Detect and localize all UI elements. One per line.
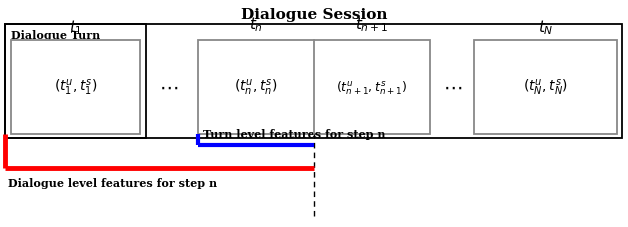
Text: Turn level features for step n: Turn level features for step n — [203, 129, 386, 140]
FancyBboxPatch shape — [11, 41, 140, 134]
Text: Dialogue Session: Dialogue Session — [241, 8, 387, 22]
Text: $\cdots$: $\cdots$ — [160, 79, 178, 96]
FancyBboxPatch shape — [198, 41, 430, 134]
Text: $(t_N^u, t_N^s)$: $(t_N^u, t_N^s)$ — [523, 77, 568, 97]
Text: $t_n$: $t_n$ — [249, 16, 263, 34]
Text: $(t_{n+1}^u, t_{n+1}^s)$: $(t_{n+1}^u, t_{n+1}^s)$ — [337, 79, 408, 96]
Text: $(t_1^u, t_1^s)$: $(t_1^u, t_1^s)$ — [54, 77, 97, 97]
Text: $t_{n+1}$: $t_{n+1}$ — [355, 16, 389, 34]
Text: Dialogue level features for step n: Dialogue level features for step n — [8, 177, 217, 188]
Text: $t_N$: $t_N$ — [538, 18, 553, 37]
Text: $(t_n^u, t_n^s)$: $(t_n^u, t_n^s)$ — [234, 77, 278, 97]
Text: $t_1$: $t_1$ — [69, 18, 82, 37]
Text: Dialogue Turn: Dialogue Turn — [11, 30, 100, 40]
Text: $\cdots$: $\cdots$ — [443, 79, 462, 96]
FancyBboxPatch shape — [474, 41, 617, 134]
